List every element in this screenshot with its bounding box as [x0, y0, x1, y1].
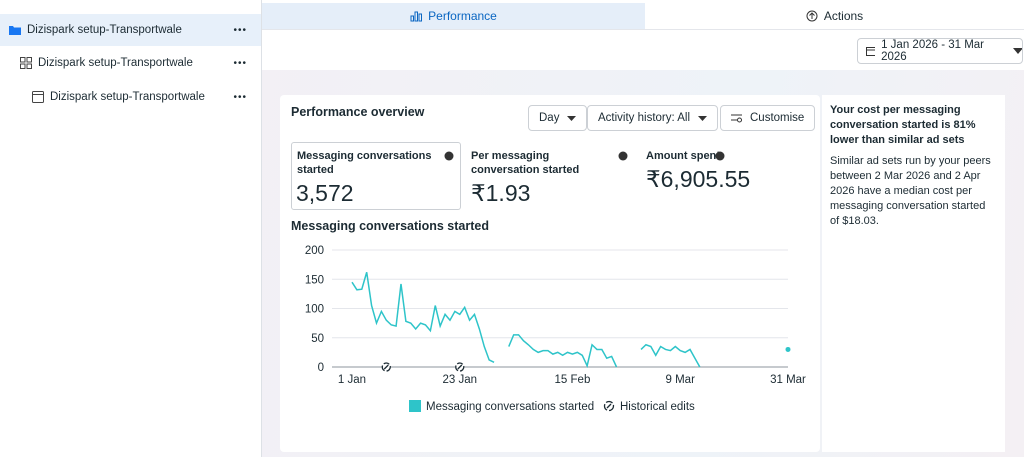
x-tick-label: 23 Jan — [443, 374, 478, 386]
tab[interactable]: Performance — [262, 3, 645, 29]
legend-swatch — [409, 400, 421, 412]
sidebar: Dizispark setup-Transportwale ••• Dizispa… — [0, 0, 262, 457]
tab-bar: Performance Actions — [262, 0, 1024, 30]
button-label: Day — [539, 112, 560, 124]
y-tick-label: 0 — [318, 362, 324, 374]
date-picker[interactable]: 1 Jan 2026 - 31 Mar 2026 — [857, 38, 1023, 64]
overview-card — [280, 95, 820, 452]
card-title: Performance overview — [291, 105, 425, 119]
x-tick-label: 15 Feb — [555, 374, 591, 386]
more[interactable]: ••• — [233, 91, 247, 103]
edit-marker — [381, 362, 391, 372]
more[interactable]: ••• — [233, 57, 247, 69]
metric-label: Amount spent — [646, 150, 720, 162]
button-label: Customise — [750, 112, 805, 124]
info-icon[interactable] — [618, 151, 630, 163]
x-tick-label: 1 Jan — [338, 374, 366, 386]
tab-label: Performance — [428, 9, 497, 23]
metric-box[interactable] — [291, 142, 461, 210]
tab-label: Actions — [823, 9, 864, 23]
adset-name: Dizispark setup-Transportwale — [38, 57, 193, 69]
more[interactable]: ••• — [233, 24, 247, 36]
y-tick-label: 200 — [305, 245, 324, 257]
data-point — [785, 346, 791, 352]
chart-title: Messaging conversations started — [291, 219, 489, 233]
legend-label: Messaging conversations started — [426, 401, 594, 413]
dropdown[interactable]: Day — [528, 105, 588, 131]
y-tick-label: 100 — [305, 304, 324, 316]
info-icon[interactable] — [715, 151, 727, 163]
y-tick-label: 150 — [305, 274, 324, 286]
sidebar-item[interactable]: Dizispark setup-Transportwale ••• — [0, 81, 261, 113]
metric-value: 3,572 — [296, 180, 354, 206]
metric-label: Messaging conversations started — [297, 150, 432, 176]
x-tick-label: 9 Mar — [666, 374, 696, 386]
legend-icon — [603, 400, 615, 412]
metric-value: ₹6,905.55 — [646, 166, 751, 192]
insight-title: Your cost per messaging conversation sta… — [830, 104, 976, 146]
button-label: Activity history: All — [598, 112, 691, 124]
edit-marker — [455, 362, 465, 372]
info-icons — [444, 151, 454, 161]
date-range: 1 Jan 2026 - 31 Mar 2026 — [881, 39, 985, 63]
campaign-name: Dizispark setup-Transportwale — [27, 24, 182, 36]
button[interactable]: Customise — [720, 105, 816, 131]
insight-body: Similar ad sets run by your peers betwee… — [830, 155, 991, 227]
tab[interactable]: Actions — [645, 3, 1024, 29]
dropdown[interactable]: Activity history: All — [587, 105, 719, 131]
ad-name: Dizispark setup-Transportwale — [50, 91, 205, 103]
y-tick-label: 50 — [311, 333, 324, 345]
chart: 0 50 100 150 200 1 Jan 23 Jan 15 Feb 9 Mar 31 Mar… — [305, 245, 806, 413]
metric-label: Per messaging conversation started — [471, 150, 580, 176]
x-tick-label: 31 Mar — [770, 374, 806, 386]
series-line — [352, 272, 788, 367]
metric-value: ₹1.93 — [471, 180, 531, 206]
sidebar-item[interactable]: Dizispark setup-Transportwale ••• — [0, 47, 261, 79]
legend-label: Historical edits — [620, 401, 695, 413]
insight-panel: Your cost per messaging conversation sta… — [822, 95, 1005, 452]
sidebar-item[interactable]: Dizispark setup-Transportwale ••• — [0, 14, 261, 46]
